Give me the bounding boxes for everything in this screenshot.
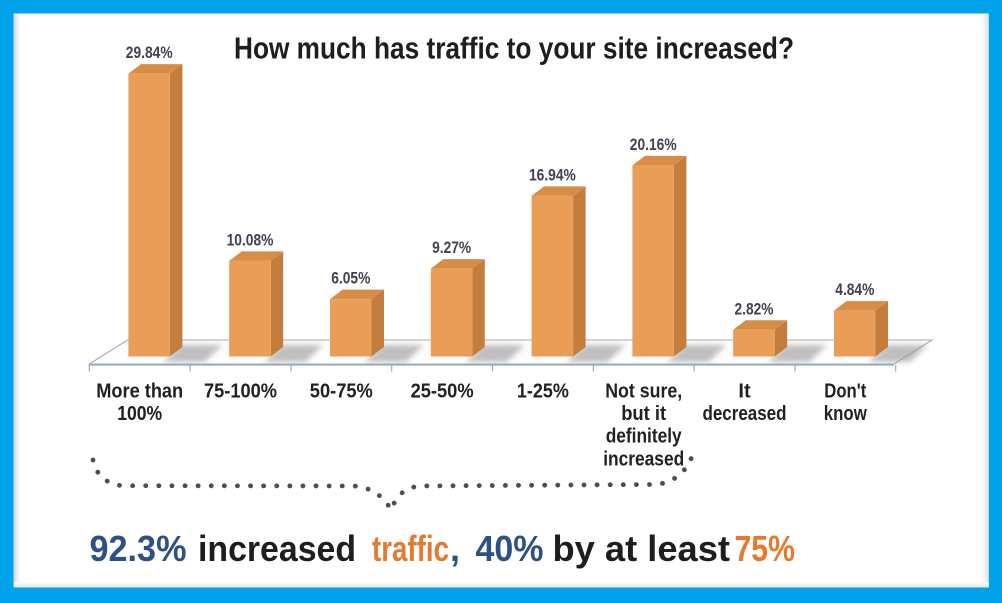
svg-text:decreased: decreased [703,403,787,425]
svg-text:increased: increased [198,528,356,569]
svg-text:traffic: traffic [372,528,449,569]
svg-text:but it: but it [621,403,666,425]
svg-text:,: , [450,528,460,569]
svg-text:75-100%: 75-100% [204,381,277,403]
svg-text:Not sure,: Not sure, [605,381,682,403]
svg-text:It: It [738,381,751,403]
svg-text:4.84%: 4.84% [835,280,874,299]
svg-text:More than: More than [96,381,183,403]
svg-text:increased: increased [603,448,684,470]
svg-text:2.82%: 2.82% [735,299,774,318]
svg-text:100%: 100% [117,403,162,425]
svg-text:1-25%: 1-25% [517,381,569,403]
svg-text:by at least: by at least [553,528,731,569]
svg-text:6.05%: 6.05% [331,269,370,288]
svg-text:29.84%: 29.84% [126,43,173,62]
svg-text:definitely: definitely [606,426,683,448]
svg-text:know: know [824,403,867,425]
svg-text:92.3%: 92.3% [90,528,187,569]
svg-text:25-50%: 25-50% [411,381,474,403]
svg-text:10.08%: 10.08% [227,230,274,249]
svg-text:Don't: Don't [824,381,866,403]
svg-text:How much has traffic to your s: How much has traffic to your site increa… [234,31,794,66]
svg-text:20.16%: 20.16% [630,135,677,154]
svg-text:75%: 75% [735,528,796,569]
svg-text:40%: 40% [476,528,544,569]
svg-text:50-75%: 50-75% [310,381,373,403]
svg-text:9.27%: 9.27% [432,238,471,257]
svg-text:16.94%: 16.94% [529,165,576,184]
